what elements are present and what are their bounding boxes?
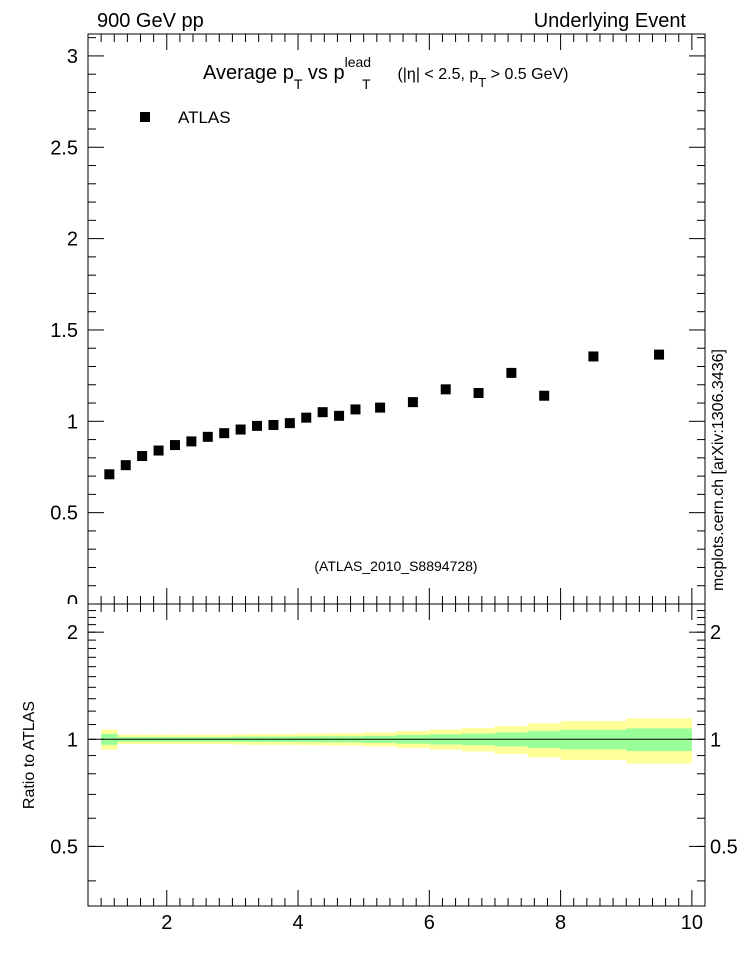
title-sub-1: T xyxy=(294,76,303,92)
atlas-data-point xyxy=(317,407,328,418)
x-tick-label: 4 xyxy=(292,912,303,934)
atlas-data-point xyxy=(334,410,345,421)
main-y-tick-label: 1 xyxy=(67,411,78,433)
ratio-y-tick-label-right: 2 xyxy=(710,622,721,644)
title-mid: vs p xyxy=(302,62,344,84)
zero-label-mask xyxy=(40,604,86,614)
atlas-data-point xyxy=(588,351,599,362)
atlas-data-point xyxy=(350,404,361,415)
atlas-data-point xyxy=(120,460,131,471)
title-sub-2: T xyxy=(362,76,371,92)
ratio-y-tick-label-right: 0.5 xyxy=(710,836,738,858)
x-tick-label: 6 xyxy=(424,912,435,934)
atlas-data-point xyxy=(252,420,263,431)
ratio-y-tick-label-right: 1 xyxy=(710,729,721,751)
data-points xyxy=(104,349,665,480)
side-credit-label: mcplots.cern.ch [arXiv:1306.3436] xyxy=(710,349,727,591)
atlas-data-point xyxy=(202,431,213,442)
title-lead: Average p xyxy=(203,62,294,84)
ratio-bands xyxy=(101,718,692,764)
x-tick-label: 8 xyxy=(555,912,566,934)
atlas-data-point xyxy=(654,349,665,360)
atlas-data-point xyxy=(375,402,386,413)
main-y-tick-label: 3 xyxy=(67,46,78,68)
main-y-tick-label: 1.5 xyxy=(50,320,78,342)
x-tick-label: 2 xyxy=(161,912,172,934)
plot-title: Average pT vs plead T (|η| < 2.5, pT > 0.… xyxy=(203,54,568,92)
atlas-data-point xyxy=(219,428,230,439)
legend-label-atlas: ATLAS xyxy=(178,108,231,127)
atlas-data-point xyxy=(137,451,148,462)
atlas-data-point xyxy=(301,412,312,423)
title-tail-2: > 0.5 GeV) xyxy=(486,66,568,83)
analysis-watermark: (ATLAS_2010_S8894728) xyxy=(314,558,477,574)
atlas-data-point xyxy=(235,424,246,435)
atlas-data-point xyxy=(440,384,451,395)
main-y-tick-label: 2 xyxy=(67,229,78,251)
main-y-tick-label: 2.5 xyxy=(50,137,78,159)
header-left-label: 900 GeV pp xyxy=(97,10,204,32)
title-tail-1: (|η| < 2.5, p xyxy=(393,66,478,83)
atlas-data-point xyxy=(169,440,180,451)
atlas-data-point xyxy=(407,397,418,408)
header-right-label: Underlying Event xyxy=(534,10,687,32)
legend-marker-atlas xyxy=(140,112,150,122)
atlas-data-point xyxy=(473,387,484,398)
ratio-y-tick-label-left: 1 xyxy=(67,729,78,751)
title-sub-3: T xyxy=(478,75,486,90)
x-tick-label: 10 xyxy=(681,912,703,934)
atlas-data-point xyxy=(104,469,115,480)
atlas-data-point xyxy=(506,367,517,378)
atlas-data-point xyxy=(284,418,295,429)
ratio-plot-panel: 0.5 0.5 1 1 2 2 2 4 6 8 10 Ratio to ATLAS xyxy=(21,603,738,934)
main-y-tick-label: 0.5 xyxy=(50,503,78,525)
ratio-y-tick-label-left: 2 xyxy=(67,622,78,644)
ratio-frame xyxy=(87,603,706,907)
ratio-axes: 0.5 0.5 1 1 2 2 2 4 6 8 10 xyxy=(50,604,738,934)
title-sup: lead xyxy=(345,54,371,70)
ratio-y-tick-label-left: 0.5 xyxy=(50,836,78,858)
main-axes: 0.5 1 1.5 2 2.5 3 0 xyxy=(40,34,705,614)
atlas-data-point xyxy=(268,419,279,430)
main-plot-panel: 0.511.522.530 Average pT vs plead T (|η| … xyxy=(40,33,706,614)
main-y-tick-label-zero: 0 xyxy=(67,592,78,614)
ratio-y-axis-label: Ratio to ATLAS xyxy=(21,701,38,809)
atlas-data-point xyxy=(153,445,164,456)
atlas-data-point xyxy=(186,436,197,447)
atlas-data-point xyxy=(539,390,550,401)
